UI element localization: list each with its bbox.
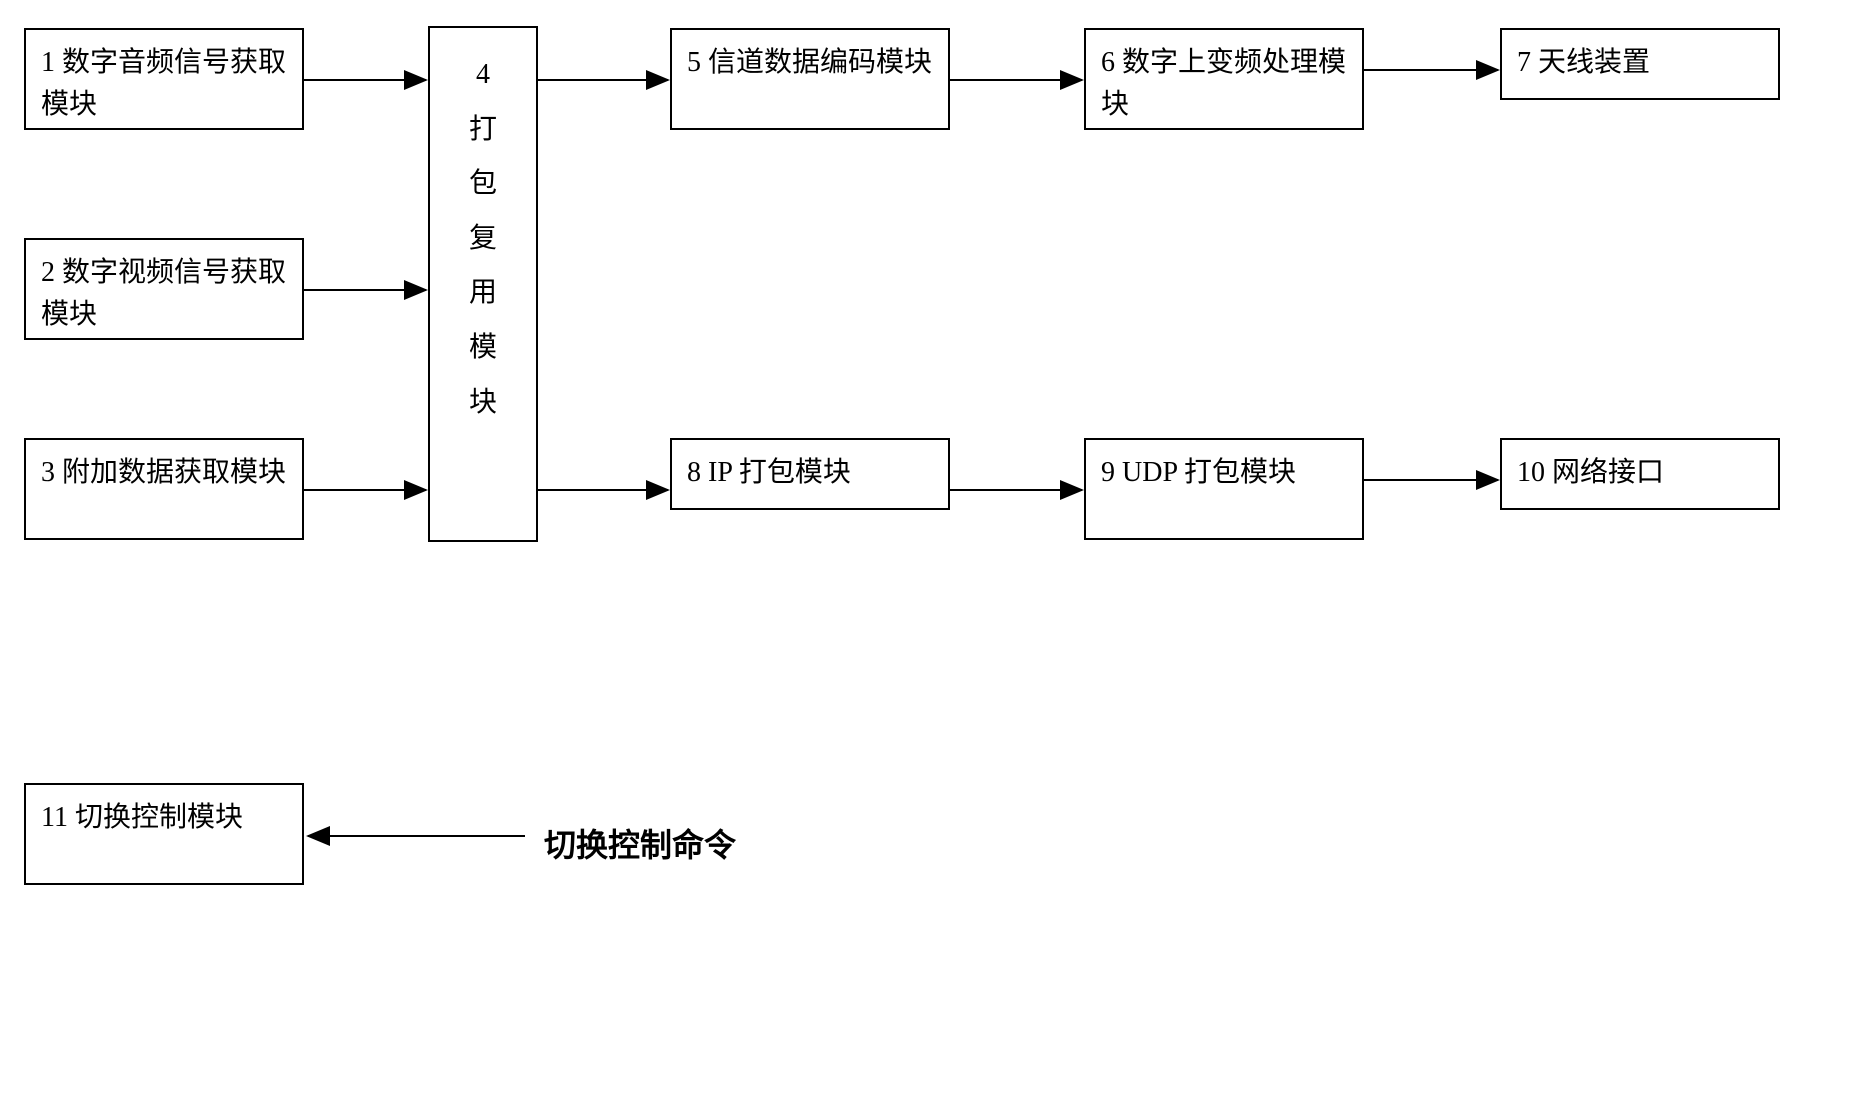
node-audio-signal: 1 数字音频信号获取模块 [24, 28, 304, 130]
node-label: 8 IP 打包模块 [687, 452, 851, 494]
node-label: 7 天线装置 [1517, 42, 1650, 84]
node-label: 6 数字上变频处理模块 [1101, 42, 1347, 126]
node-label: 5 信道数据编码模块 [687, 42, 932, 84]
flowchart-diagram: 1 数字音频信号获取模块 2 数字视频信号获取模块 3 附加数据获取模块 4打包… [0, 0, 1853, 1093]
node-label: 4打包复用模块 [469, 48, 497, 430]
node-label: 11 切换控制模块 [41, 797, 243, 839]
node-label: 1 数字音频信号获取模块 [41, 42, 287, 126]
node-switch-control: 11 切换控制模块 [24, 783, 304, 885]
node-channel-encode: 5 信道数据编码模块 [670, 28, 950, 130]
node-packing-mux: 4打包复用模块 [428, 26, 538, 542]
node-label: 10 网络接口 [1517, 452, 1664, 494]
node-ip-pack: 8 IP 打包模块 [670, 438, 950, 510]
node-upconvert: 6 数字上变频处理模块 [1084, 28, 1364, 130]
external-label: 切换控制命令 [544, 820, 736, 866]
node-additional-data: 3 附加数据获取模块 [24, 438, 304, 540]
node-antenna: 7 天线装置 [1500, 28, 1780, 100]
node-label: 2 数字视频信号获取模块 [41, 252, 287, 336]
node-udp-pack: 9 UDP 打包模块 [1084, 438, 1364, 540]
node-label: 3 附加数据获取模块 [41, 452, 286, 494]
node-video-signal: 2 数字视频信号获取模块 [24, 238, 304, 340]
node-network-interface: 10 网络接口 [1500, 438, 1780, 510]
arrows-layer [0, 0, 1853, 1093]
node-label: 9 UDP 打包模块 [1101, 452, 1296, 494]
